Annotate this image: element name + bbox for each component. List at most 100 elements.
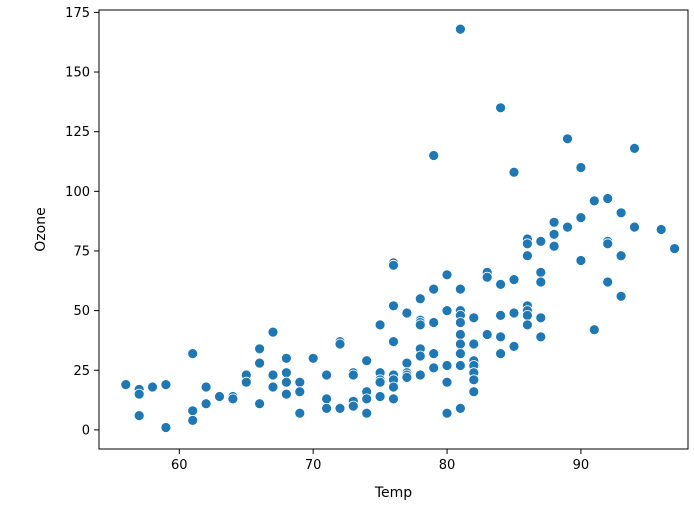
- data-point: [254, 398, 266, 410]
- data-point: [294, 376, 306, 388]
- data-point: [374, 376, 386, 388]
- data-point: [454, 317, 466, 328]
- data-point: [428, 150, 440, 161]
- data-point: [562, 133, 573, 145]
- data-point: [267, 369, 279, 381]
- data-point: [401, 371, 413, 383]
- data-point: [454, 348, 466, 360]
- data-point: [321, 369, 333, 381]
- data-point: [133, 410, 145, 422]
- y-tick-label: 175: [65, 6, 90, 21]
- data-point: [468, 312, 480, 324]
- data-point: [214, 391, 225, 402]
- data-point: [374, 391, 386, 402]
- y-axis-ticks: 0 25 50 75 100 125 150 175: [65, 6, 99, 438]
- data-point: [508, 307, 520, 319]
- data-point: [334, 402, 346, 414]
- data-point: [321, 402, 333, 414]
- data-point: [602, 193, 614, 204]
- data-point: [388, 336, 399, 348]
- data-point: [294, 407, 306, 419]
- data-point: [200, 381, 212, 393]
- data-point: [615, 207, 627, 219]
- data-point: [240, 376, 252, 388]
- data-point: [374, 319, 386, 331]
- x-tick-label: 90: [573, 458, 590, 473]
- data-point: [147, 381, 158, 393]
- data-point: [468, 338, 480, 350]
- data-point: [535, 235, 547, 247]
- data-point: [267, 381, 279, 393]
- data-point: [428, 348, 440, 360]
- data-point: [522, 238, 533, 250]
- data-point: [160, 379, 172, 391]
- data-point: [187, 405, 199, 417]
- data-point: [615, 250, 627, 262]
- data-point: [120, 379, 132, 391]
- data-point: [428, 283, 440, 295]
- data-point: [468, 374, 480, 386]
- data-point: [187, 414, 199, 426]
- x-tick-label: 70: [305, 458, 322, 473]
- data-point: [481, 271, 493, 283]
- data-point: [454, 402, 466, 414]
- data-point: [495, 102, 507, 114]
- data-point: [441, 376, 453, 388]
- data-point: [428, 362, 440, 374]
- y-axis-label: Ozone: [33, 207, 49, 251]
- data-point: [535, 266, 547, 278]
- y-tick-label: 50: [73, 304, 90, 319]
- x-axis-label: Temp: [374, 485, 412, 501]
- data-point: [441, 407, 453, 419]
- data-point: [160, 422, 172, 433]
- data-point: [347, 369, 359, 381]
- data-point: [548, 228, 560, 240]
- data-point: [495, 309, 507, 321]
- data-point: [508, 274, 520, 286]
- data-point: [575, 162, 587, 173]
- data-point: [588, 324, 600, 336]
- data-point: [508, 166, 520, 178]
- data-point: [615, 290, 627, 302]
- data-point: [454, 360, 466, 371]
- data-point: [133, 388, 145, 400]
- data-point: [254, 357, 266, 369]
- data-point: [334, 338, 346, 350]
- data-point: [655, 224, 667, 235]
- data-point: [441, 269, 453, 281]
- data-point: [388, 300, 399, 312]
- x-axis-ticks: 60 70 80 90: [171, 449, 589, 473]
- data-point: [280, 367, 292, 379]
- data-point: [522, 250, 533, 262]
- data-point: [575, 255, 587, 266]
- data-point: [629, 142, 640, 154]
- data-point: [227, 393, 239, 405]
- data-point: [361, 355, 373, 367]
- data-point: [495, 278, 507, 290]
- data-point: [401, 357, 413, 369]
- data-point: [548, 240, 560, 252]
- data-point: [267, 326, 279, 338]
- data-point: [280, 388, 292, 400]
- data-point: [428, 317, 440, 328]
- data-point: [388, 393, 399, 405]
- data-point: [454, 283, 466, 295]
- plot-frame: [98, 9, 689, 450]
- data-point: [200, 398, 212, 410]
- data-point: [414, 293, 426, 305]
- data-point: [388, 381, 399, 393]
- data-point: [535, 312, 547, 324]
- data-point: [414, 319, 426, 331]
- x-tick-label: 60: [171, 458, 188, 473]
- data-point: [602, 238, 614, 250]
- data-point: [562, 221, 573, 233]
- data-point: [321, 393, 333, 405]
- data-point: [280, 352, 292, 364]
- data-point: [280, 376, 292, 388]
- data-point: [441, 305, 453, 317]
- y-tick-label: 125: [65, 125, 90, 140]
- data-point: [454, 329, 466, 340]
- data-point: [454, 338, 466, 350]
- data-point: [347, 400, 359, 412]
- y-tick-label: 25: [73, 364, 90, 379]
